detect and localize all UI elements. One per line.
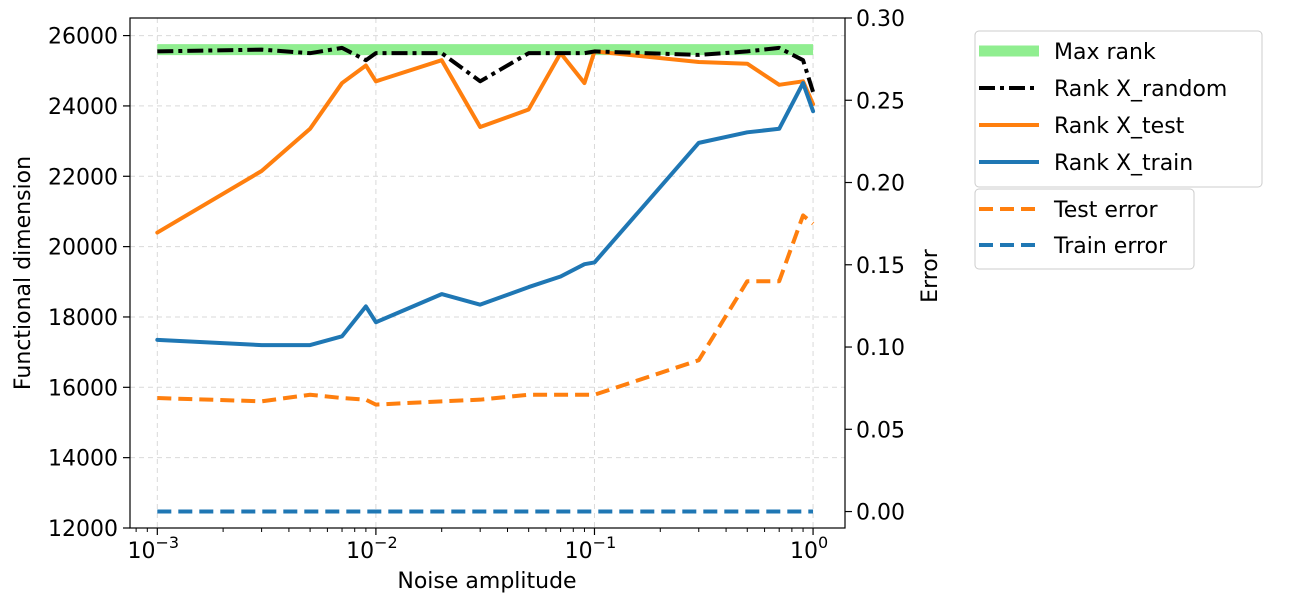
x-axis: 10−3 10−2 10−1 100 (128, 528, 828, 564)
series-line-rank-x-train (155, 81, 816, 348)
legend-label: Train error (1053, 234, 1168, 259)
y-left-tick-label: 12000 (48, 517, 118, 542)
series-line-rank-x-test (155, 49, 816, 235)
y-axis-left: 12000 14000 16000 18000 20000 22000 24000 26000 (48, 25, 130, 542)
grid (130, 18, 845, 529)
y-right-tick-label: 0.00 (856, 501, 905, 526)
y-axis-right: 0.00 0.05 0.10 0.15 0.20 0.25 0.30 (845, 7, 905, 526)
y-left-tick-label: 22000 (48, 165, 118, 190)
y-right-tick-label: 0.20 (856, 172, 905, 197)
y-right-tick-label: 0.10 (856, 336, 905, 361)
y-axis-left-title: Functional dimension (11, 156, 36, 390)
series-line-test-error (157, 213, 815, 407)
y-right-tick-label: 0.15 (856, 254, 905, 279)
y-left-tick-label: 24000 (48, 95, 118, 120)
y-axis-right-title: Error (918, 248, 943, 303)
legend: Max rank Rank X_random Rank X_test Rank X_t… (974, 30, 1263, 270)
legend-label: Rank X_test (1054, 114, 1185, 139)
x-axis-title: Noise amplitude (397, 569, 576, 594)
legend-label: Test error (1053, 198, 1159, 223)
series-layer (155, 44, 816, 514)
x-tick-label: 10−1 (565, 533, 617, 564)
legend-box (974, 30, 1263, 188)
y-right-tick-label: 0.25 (856, 89, 905, 114)
plot-frame (129, 17, 846, 529)
y-left-tick-label: 14000 (48, 447, 118, 472)
y-right-tick-label: 0.30 (856, 7, 905, 32)
y-left-tick-label: 26000 (48, 25, 118, 50)
x-tick-label: 10−2 (346, 533, 398, 564)
x-tick-label: 10−3 (128, 533, 180, 564)
y-right-tick-label: 0.05 (856, 418, 905, 443)
y-left-tick-label: 20000 (48, 236, 118, 261)
legend-label: Rank X_train (1054, 151, 1193, 176)
legend-label: Max rank (1054, 40, 1156, 65)
x-tick-label: 100 (790, 533, 828, 564)
y-left-tick-label: 18000 (48, 306, 118, 331)
series-line-rank-x-random (157, 45, 815, 93)
y-left-tick-label: 16000 (48, 376, 118, 401)
legend-label: Rank X_random (1054, 77, 1227, 102)
